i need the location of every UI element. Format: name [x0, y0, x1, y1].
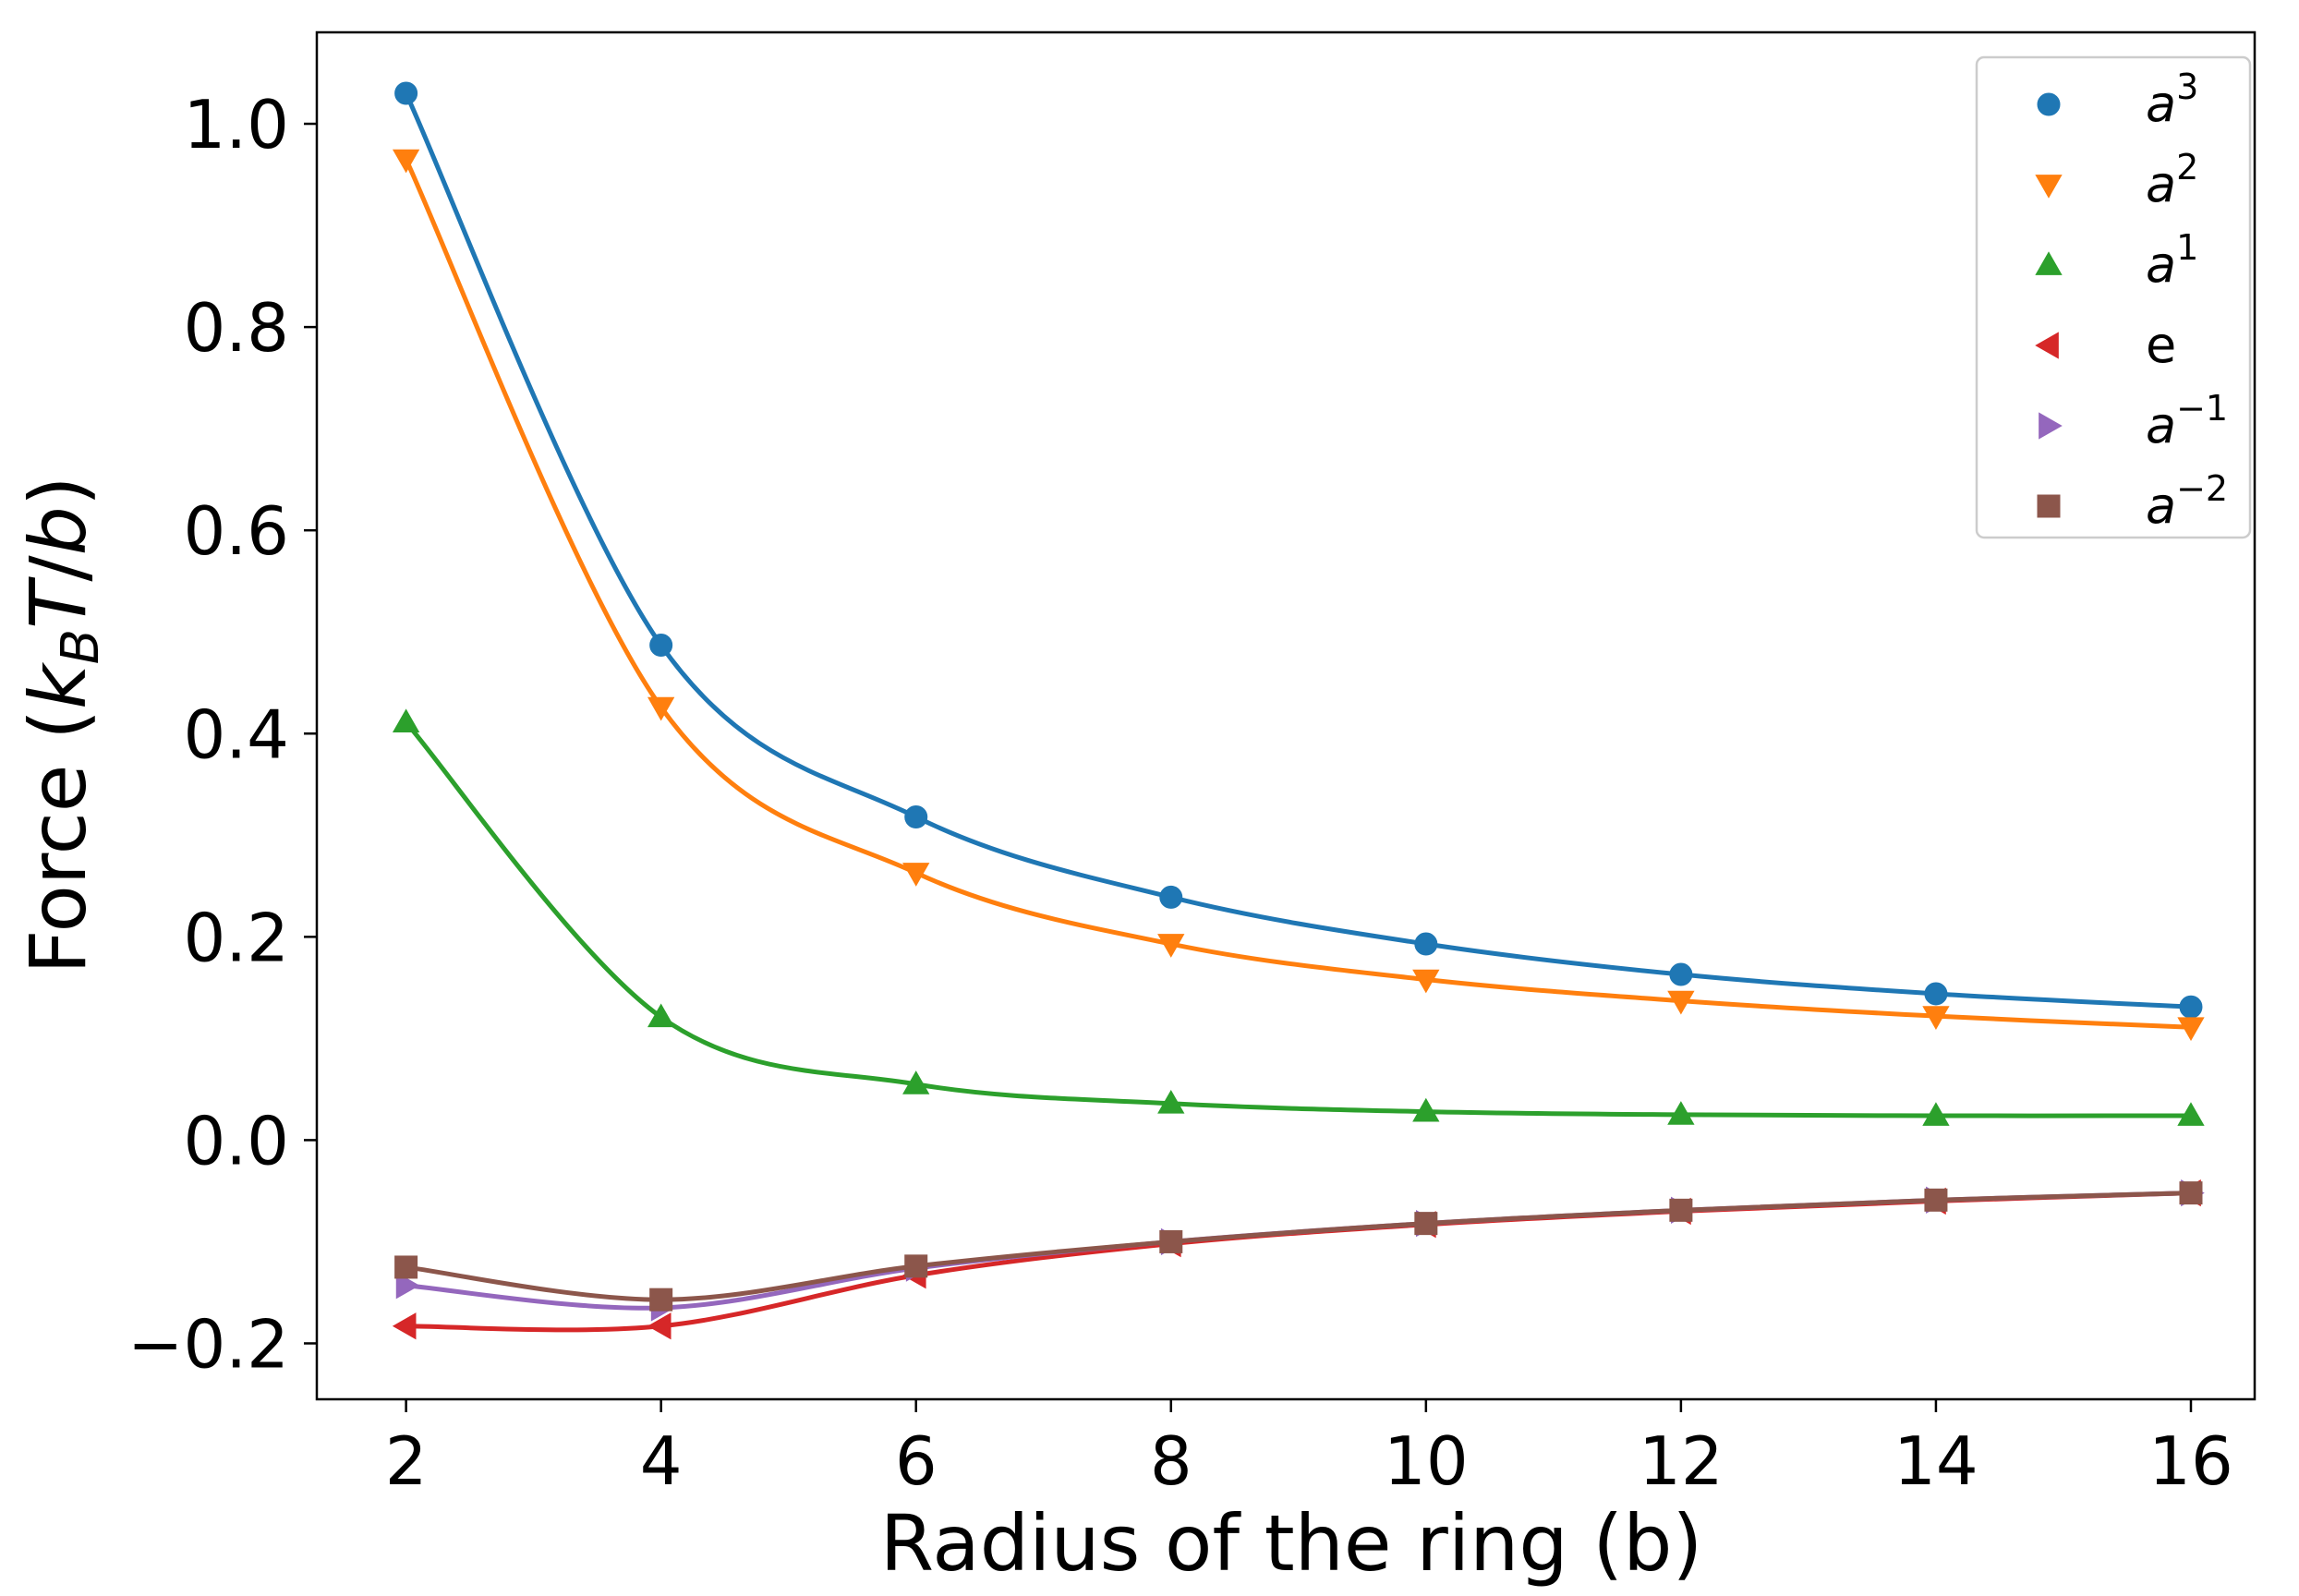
legend-label-exponent: −2: [2176, 468, 2228, 509]
legend-label-base: a: [2146, 477, 2176, 535]
data-point: [1669, 962, 1693, 986]
legend-marker: [2037, 92, 2061, 116]
legend-label-base: a: [2146, 155, 2176, 213]
y-axis-title-prefix: Force (: [13, 709, 103, 974]
legend-label-exponent: 3: [2176, 66, 2198, 107]
series-line: [405, 1191, 2192, 1311]
legend-marker: [2039, 412, 2063, 440]
x-axis-title: Radius of the ring (b): [880, 1498, 1703, 1589]
legend-box: [1975, 55, 2252, 539]
legend-label: a3: [2146, 66, 2198, 133]
y-axis: −0.2 0.0 0.2 0.4 0.6 0.8 1.0: [127, 86, 317, 1383]
data-point: [649, 1288, 673, 1312]
y-tick-label: 0.2: [183, 899, 289, 976]
plot-area-frame: [315, 30, 2257, 1401]
legend-label-exponent: 1: [2176, 227, 2198, 268]
x-tick-label: 6: [895, 1422, 938, 1500]
y-tick-label: 1.0: [183, 86, 289, 163]
data-point: [1414, 1212, 1438, 1236]
data-point: [1414, 932, 1438, 956]
legend-label-base: a: [2146, 396, 2176, 454]
data-point: [649, 634, 673, 658]
data-point: [1157, 1089, 1185, 1114]
legend-label-base: a: [2146, 75, 2176, 133]
x-axis: 2 4 6 8 10 12 14 16: [385, 1399, 2233, 1500]
data-point: [2179, 995, 2203, 1019]
legend-label-exponent: 2: [2176, 147, 2198, 187]
data-point: [1159, 1229, 1183, 1253]
legend-marker: [2037, 494, 2061, 518]
y-axis-title-b: b: [13, 506, 103, 555]
x-tick-label: 8: [1150, 1422, 1192, 1500]
data-point: [392, 1312, 417, 1340]
data-point: [647, 1312, 672, 1340]
legend-label: e: [2146, 316, 2176, 374]
data-point: [1667, 1101, 1695, 1125]
x-tick-label: 4: [640, 1422, 683, 1500]
data-point: [1922, 1006, 1950, 1030]
data-point: [647, 696, 675, 721]
y-tick-label: 0.4: [183, 695, 289, 773]
data-point: [1412, 969, 1440, 994]
data-point: [1669, 1198, 1693, 1222]
y-tick-label: 0.0: [183, 1102, 289, 1179]
data-point: [904, 1254, 928, 1278]
data-point: [392, 708, 420, 733]
x-tick-label: 10: [1384, 1422, 1469, 1500]
y-tick-label: 0.6: [183, 492, 289, 570]
legend-marker: [2035, 175, 2063, 199]
series-a-2: [392, 149, 2205, 1042]
series-a-2: [394, 1181, 2203, 1312]
series-line: [404, 720, 2191, 1118]
data-point: [902, 863, 930, 887]
series-a-3: [394, 81, 2203, 1019]
data-point: [647, 1003, 675, 1028]
data-point: [1924, 1188, 1948, 1212]
data-point: [1922, 1102, 1950, 1126]
data-point: [394, 81, 418, 105]
data-point: [1412, 1097, 1440, 1122]
x-tick-label: 14: [1894, 1422, 1978, 1500]
legend-marker: [2035, 251, 2063, 275]
data-point: [1667, 990, 1695, 1015]
x-tick-label: 16: [2148, 1422, 2233, 1500]
data-point: [1924, 982, 1948, 1006]
data-point: [902, 1070, 930, 1094]
series-line: [405, 1191, 2192, 1302]
y-axis-title-k: k: [13, 661, 103, 709]
x-tick-label: 12: [1639, 1422, 1724, 1500]
data-point: [395, 1272, 420, 1300]
y-axis-title: Force (kBT/b): [13, 476, 111, 974]
y-axis-title-slash: /: [13, 555, 103, 582]
series-layer: [392, 81, 2205, 1340]
data-point: [1157, 934, 1185, 958]
legend-label: a1: [2146, 227, 2198, 294]
legend-label: a2: [2146, 147, 2198, 213]
x-tick-label: 2: [385, 1422, 428, 1500]
series-line: [404, 158, 2192, 1030]
data-point: [392, 149, 420, 174]
y-tick-label: 0.8: [183, 289, 289, 367]
y-tick-label: −0.2: [127, 1305, 289, 1383]
data-point: [1159, 885, 1183, 909]
y-axis-title-k-subscript: B: [51, 629, 111, 664]
data-point: [394, 1255, 418, 1279]
legend-label-base: a: [2146, 236, 2176, 294]
data-point: [2177, 1017, 2205, 1042]
legend-label: a−2: [2146, 468, 2228, 535]
legend-label-exponent: −1: [2176, 388, 2228, 429]
y-axis-title-T: T: [13, 576, 103, 629]
series-line: [404, 91, 2192, 1010]
series-a-1: [392, 708, 2205, 1126]
legend-label-base: e: [2146, 316, 2176, 374]
y-axis-title-suffix: ): [13, 476, 103, 506]
data-point: [2177, 1102, 2205, 1126]
legend-marker: [2035, 332, 2059, 359]
data-point: [904, 804, 928, 828]
legend-label: a−1: [2146, 388, 2228, 454]
data-point: [2179, 1181, 2203, 1205]
